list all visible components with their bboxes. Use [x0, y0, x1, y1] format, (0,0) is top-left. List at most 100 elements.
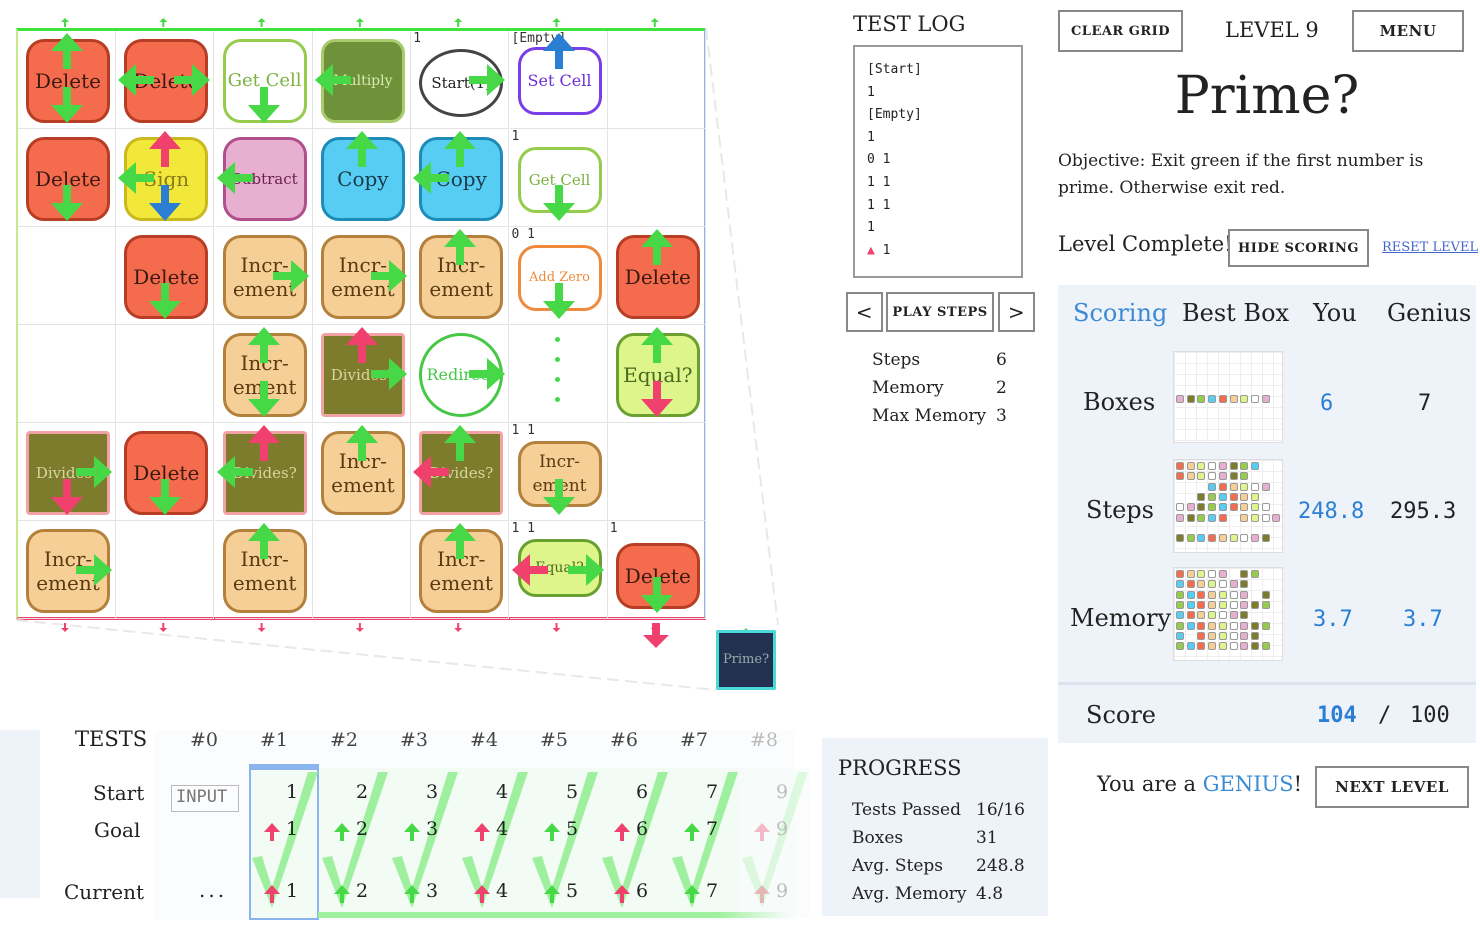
test-tab[interactable]: #6	[610, 729, 639, 751]
thumb-box	[1229, 395, 1238, 404]
grid-cell[interactable]: Incr- ement	[411, 227, 510, 325]
menu-button[interactable]: MENU	[1352, 10, 1464, 52]
thumb-box	[1197, 570, 1206, 578]
grid-cell[interactable]: Divides?	[18, 423, 116, 521]
input-field[interactable]: INPUT	[171, 785, 239, 812]
grid-cell[interactable]	[116, 325, 215, 423]
log-line: [Empty]	[867, 107, 922, 123]
verdict-rank: GENIUS	[1202, 772, 1294, 796]
thumb-box	[1197, 631, 1206, 640]
thumb-box	[1261, 590, 1270, 599]
grid-cell[interactable]	[607, 129, 706, 227]
thumb-box	[1250, 534, 1259, 543]
grid-cell[interactable]: Delete	[116, 227, 215, 325]
row-label-memory: Memory	[1070, 604, 1172, 632]
thumb-box	[1240, 600, 1249, 609]
test-tab[interactable]: #2	[330, 729, 359, 751]
log-line: 1	[867, 220, 875, 236]
grid-cell[interactable]: Incr- ement	[214, 227, 313, 325]
grid-cell[interactable]: Copy	[312, 129, 411, 227]
reset-level-link[interactable]: RESET LEVEL	[1382, 240, 1479, 255]
grid-cell[interactable]	[18, 325, 116, 423]
test-tab[interactable]: #8	[750, 729, 779, 751]
progress-labels: Tests Passed Boxes Avg. Steps Avg. Memor…	[852, 796, 966, 908]
test-tab[interactable]: #4	[470, 729, 499, 751]
thumb-box	[1240, 611, 1249, 620]
thumb-box	[1186, 462, 1195, 470]
tests-progress-bar	[318, 912, 788, 918]
input-marker-icon	[454, 18, 463, 27]
box-label: Add Zero	[529, 270, 590, 285]
grid-cell[interactable]	[509, 325, 608, 423]
grid-cell[interactable]	[18, 227, 116, 325]
best-box-thumb-memory[interactable]	[1173, 567, 1283, 661]
grid-cell[interactable]	[312, 521, 411, 619]
test-column[interactable]	[739, 768, 809, 918]
thumb-box	[1208, 395, 1217, 404]
you-memory: 3.7	[1313, 607, 1353, 632]
test-tab[interactable]: #3	[400, 729, 429, 751]
row-label-goal: Goal	[94, 818, 141, 842]
thumb-box	[1229, 482, 1238, 491]
test-tab[interactable]: #5	[540, 729, 569, 751]
grid-cell[interactable]: Incr- ement	[411, 521, 510, 619]
best-box-thumb-steps[interactable]	[1173, 459, 1283, 553]
pass-check-icon	[530, 770, 600, 922]
box-setcell[interactable]: Set Cell	[517, 47, 602, 115]
grid-cell[interactable]: Subtract	[214, 129, 313, 227]
thumb-box	[1218, 590, 1227, 599]
grid-cell[interactable]	[607, 31, 706, 129]
grid-cell[interactable]: Delete	[18, 129, 116, 227]
pass-check-icon	[320, 770, 390, 922]
grid-cell[interactable]: Redirect	[411, 325, 510, 423]
scoring-tab[interactable]: Scoring	[1073, 299, 1168, 327]
test-tab[interactable]: #0	[190, 729, 219, 751]
thumb-box	[1240, 590, 1249, 599]
thumb-box	[1250, 631, 1259, 640]
thumb-box	[1250, 492, 1259, 501]
thumb-box	[1218, 611, 1227, 620]
hide-scoring-button[interactable]: HIDE SCORING	[1228, 229, 1369, 267]
input-marker-icon	[650, 18, 659, 27]
pass-check-icon	[390, 770, 460, 922]
verdict-suffix: !	[1293, 772, 1303, 796]
grid-cell[interactable]	[607, 423, 706, 521]
thumb-box	[1176, 534, 1184, 543]
test-value: 6	[636, 781, 649, 803]
thumb-box	[1197, 462, 1206, 470]
progress-title: PROGRESS	[838, 756, 962, 780]
play-steps-button[interactable]: PLAY STEPS	[886, 292, 994, 332]
next-step-button[interactable]: >	[998, 292, 1035, 332]
thumb-box	[1261, 513, 1270, 522]
thumb-box	[1197, 513, 1206, 522]
test-log-title: TEST LOG	[853, 12, 966, 36]
box-label: Get Cell	[528, 171, 591, 189]
thumb-box	[1261, 600, 1270, 609]
grid-cell[interactable]: Incr- ement	[214, 325, 313, 423]
test-value: 7	[706, 880, 719, 902]
grid-cell[interactable]: Incr- ement	[18, 521, 116, 619]
thumb-box	[1250, 600, 1259, 609]
pass-check-icon	[250, 770, 320, 922]
thumb-box	[1261, 503, 1270, 512]
thumb-box	[1186, 570, 1195, 578]
thumb-box	[1218, 513, 1227, 522]
thumb-box	[1229, 590, 1238, 599]
best-box-thumb-boxes[interactable]	[1173, 351, 1283, 443]
clear-grid-button[interactable]: CLEAR GRID	[1058, 10, 1183, 52]
stat-label: Max Memory	[872, 406, 987, 426]
pass-check-icon	[670, 770, 740, 922]
box-addzero[interactable]: Add Zero	[517, 245, 602, 311]
test-tab[interactable]: #7	[680, 729, 709, 751]
test-tab[interactable]: #1	[260, 729, 289, 751]
prev-step-button[interactable]: <	[846, 292, 883, 332]
thumb-box	[1218, 570, 1227, 578]
box-mult[interactable]: Multiply	[320, 39, 405, 123]
thumb-box	[1218, 482, 1227, 491]
progress-value: 31	[976, 828, 998, 848]
thumb-box	[1197, 590, 1206, 599]
next-level-button[interactable]: NEXT LEVEL	[1315, 766, 1469, 808]
genius-boxes: 7	[1418, 391, 1432, 416]
thumb-box	[1186, 611, 1195, 620]
grid-cell[interactable]	[116, 521, 215, 619]
